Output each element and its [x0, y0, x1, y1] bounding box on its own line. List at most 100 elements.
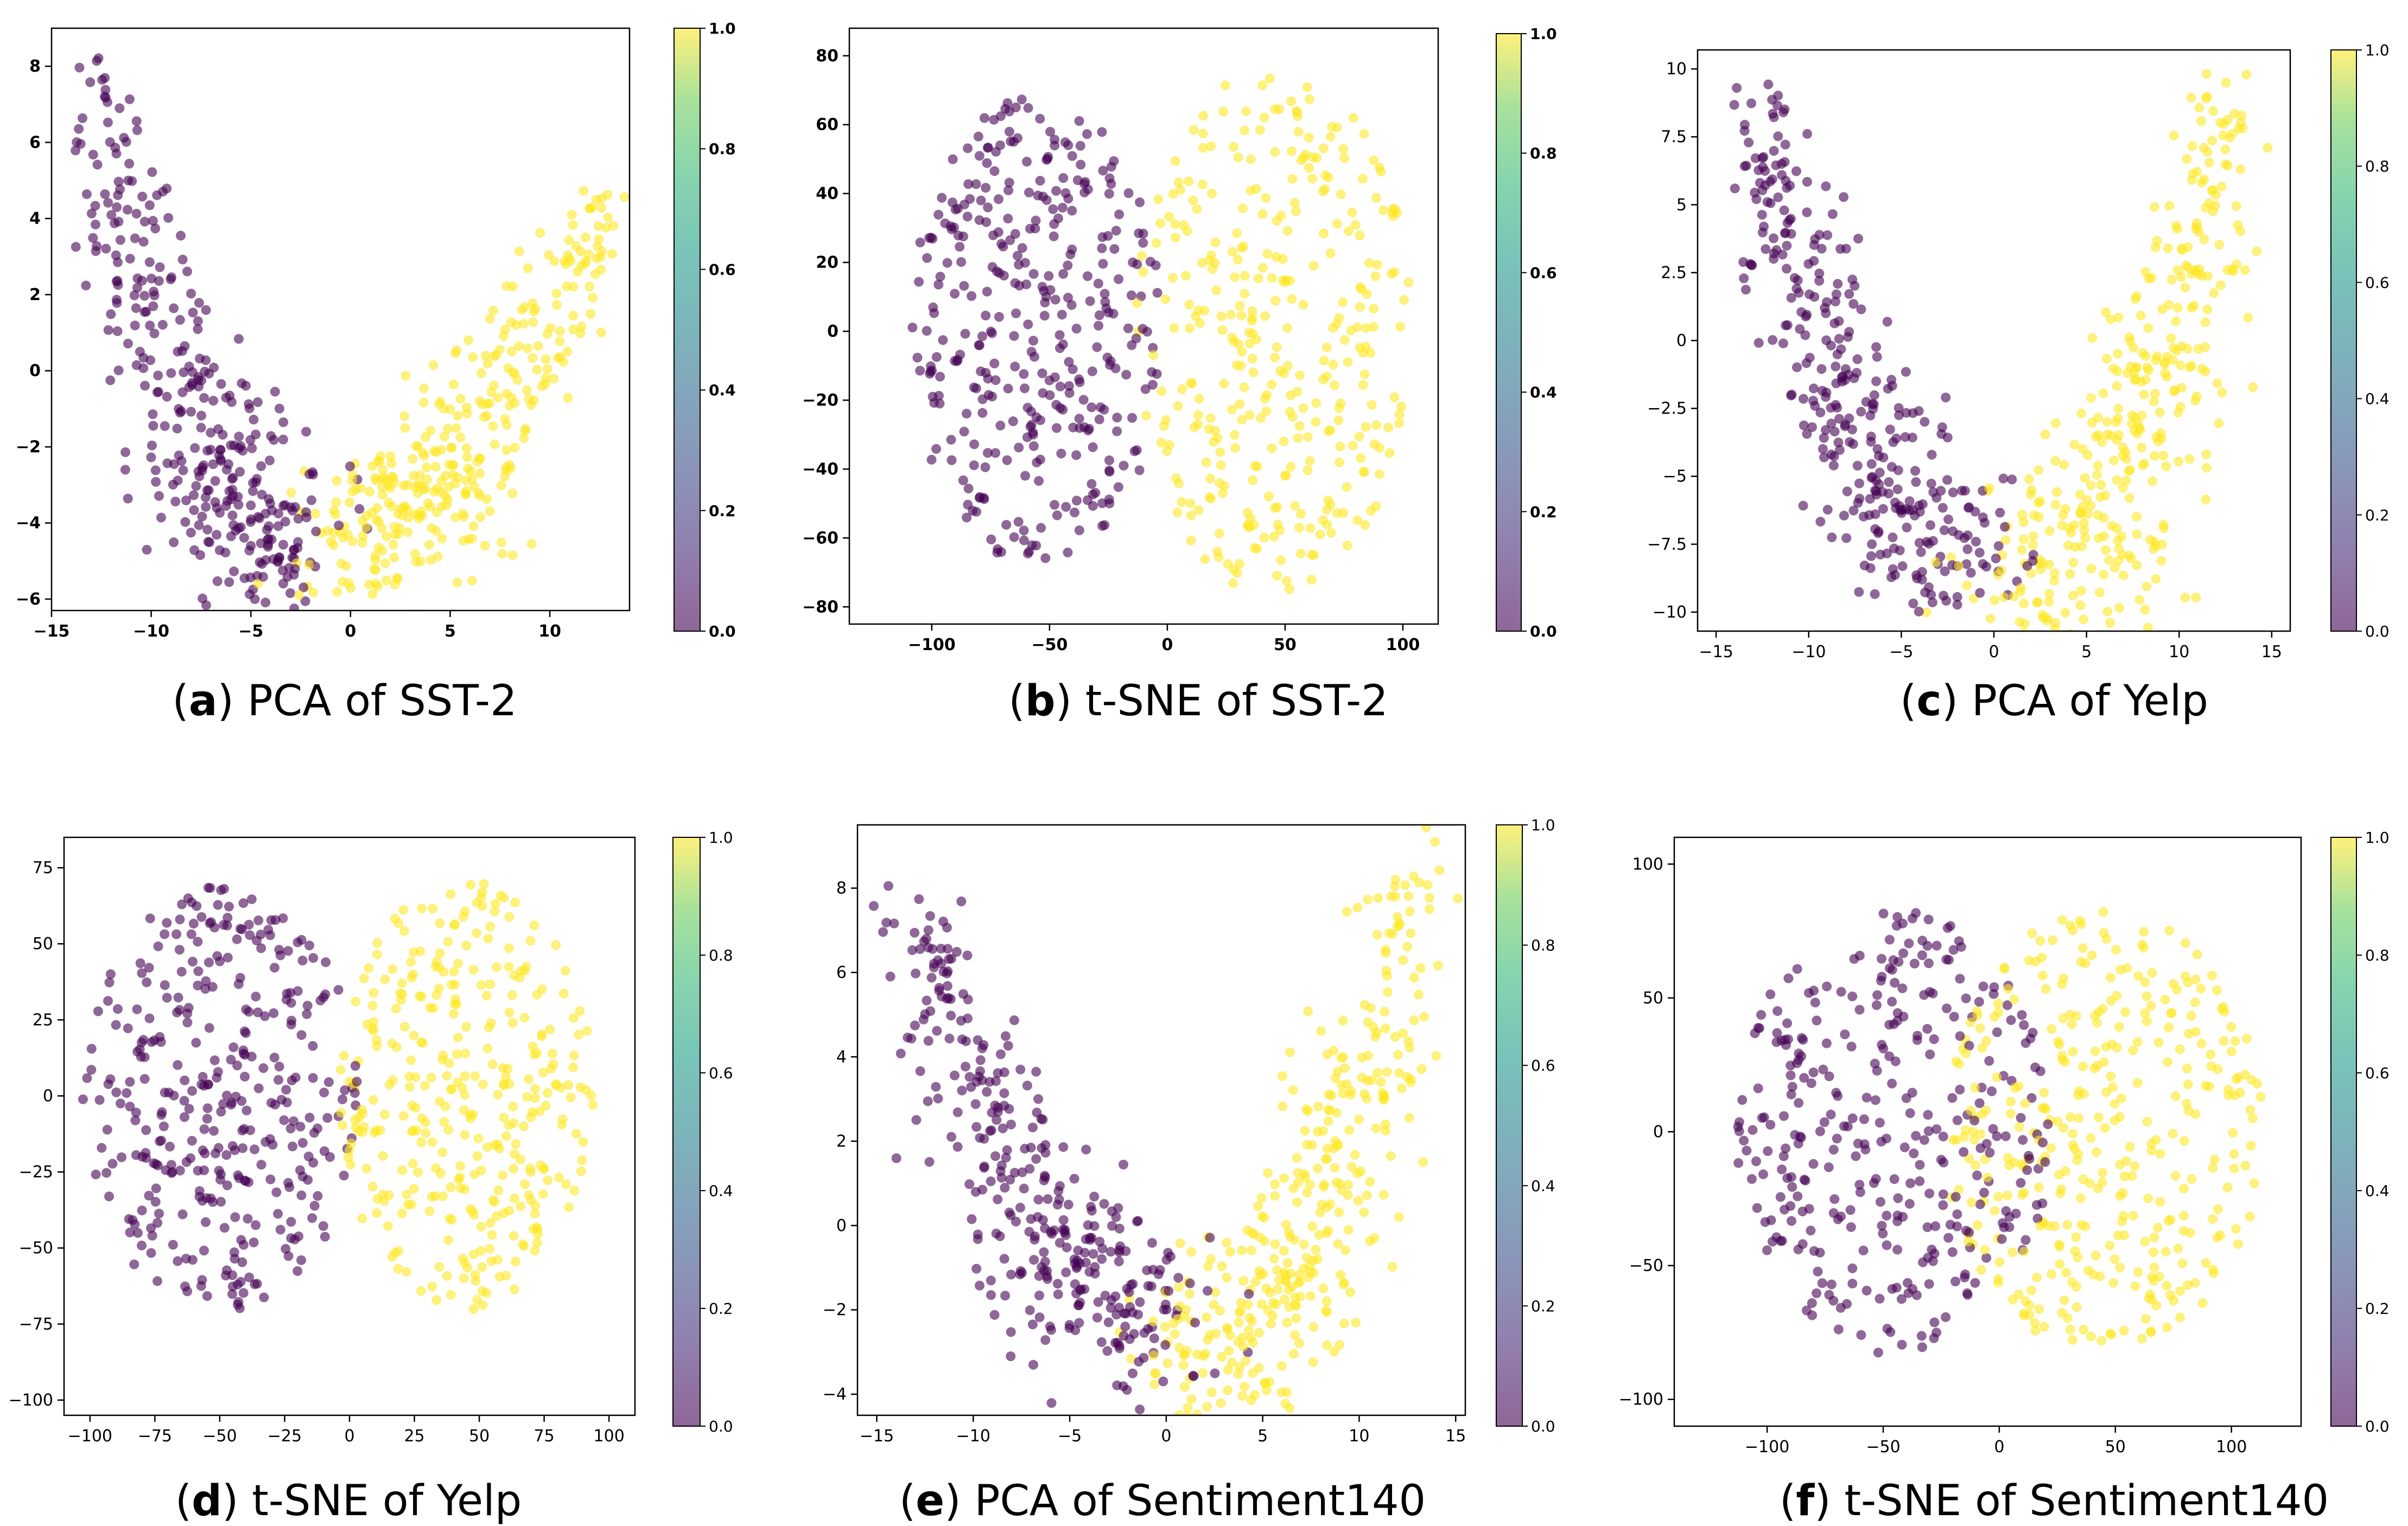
axes-frame-e	[856, 824, 1466, 1416]
point-negative	[1055, 343, 1065, 353]
point-negative	[950, 289, 960, 299]
point-positive	[1350, 1150, 1360, 1160]
point-negative	[312, 1123, 322, 1134]
panel-b: −100 −50 0 50 100−80−60−40−200204060800.00.2…	[802, 25, 1557, 726]
point-negative	[1008, 416, 1018, 427]
point-positive	[1210, 1445, 1220, 1454]
point-positive	[1301, 1252, 1312, 1263]
point-positive	[1352, 515, 1363, 525]
point-positive	[1224, 1346, 1234, 1356]
point-positive	[564, 1202, 574, 1212]
point-positive	[1250, 1276, 1261, 1287]
point-negative	[1867, 399, 1877, 409]
point-negative	[1071, 323, 1082, 334]
point-negative	[1040, 1148, 1051, 1158]
point-positive	[443, 1125, 454, 1135]
point-negative	[1992, 1027, 2002, 1038]
point-negative	[2022, 561, 2032, 571]
point-negative	[1923, 1110, 1933, 1120]
point-negative	[1839, 192, 1849, 202]
point-positive	[450, 478, 461, 488]
point-positive	[1217, 1352, 1227, 1362]
point-positive	[2142, 991, 2152, 1001]
point-positive	[1325, 425, 1336, 435]
point-negative	[184, 1104, 194, 1114]
point-positive	[514, 341, 524, 351]
point-negative	[1742, 1146, 1752, 1156]
point-positive	[1216, 460, 1226, 470]
point-positive	[1255, 1232, 1265, 1243]
y-tick-label: 8	[836, 879, 847, 898]
point-negative	[1979, 1187, 1989, 1198]
point-negative	[1045, 126, 1056, 137]
point-positive	[462, 1263, 473, 1273]
point-negative	[869, 901, 879, 911]
point-positive	[478, 1079, 488, 1090]
point-negative	[302, 1001, 313, 1011]
colorbar-tick-label: 0.8	[2365, 157, 2390, 175]
point-negative	[226, 397, 237, 407]
point-negative	[308, 953, 319, 963]
point-negative	[1762, 1245, 1772, 1255]
point-positive	[2120, 1007, 2131, 1018]
y-tick-label: −2	[16, 437, 41, 456]
point-negative	[974, 340, 984, 350]
point-negative	[1993, 541, 2004, 551]
panel-c: −15 −10 −5 0 5 10 15−10−7.5−5−2.502.557.5100.0…	[1647, 41, 2389, 726]
point-positive	[498, 1170, 508, 1180]
point-positive	[529, 920, 539, 931]
point-positive	[2108, 364, 2119, 373]
point-positive	[1367, 1075, 1377, 1085]
x-tick-label: 0	[1161, 1427, 1171, 1446]
point-positive	[2115, 1262, 2125, 1273]
point-negative	[1842, 486, 1852, 497]
point-positive	[2177, 245, 2187, 256]
point-positive	[1246, 186, 1256, 196]
point-positive	[2072, 1282, 2082, 1292]
point-negative	[1744, 137, 1754, 148]
point-negative	[219, 920, 229, 930]
point-positive	[409, 1031, 419, 1041]
point-positive	[537, 1029, 547, 1040]
point-positive	[1405, 906, 1415, 917]
point-negative	[147, 167, 157, 177]
point-positive	[1184, 176, 1194, 187]
point-negative	[201, 1217, 211, 1227]
point-positive	[503, 363, 513, 373]
point-positive	[2061, 1166, 2070, 1176]
point-positive	[2182, 1064, 2192, 1074]
point-positive	[2099, 1057, 2109, 1067]
point-negative	[187, 1136, 197, 1146]
point-positive	[1333, 1140, 1343, 1150]
point-positive	[2229, 1149, 2239, 1159]
point-negative	[213, 1143, 224, 1153]
point-negative	[980, 113, 989, 123]
point-positive	[1284, 1302, 1294, 1312]
point-positive	[1372, 259, 1382, 270]
point-positive	[2128, 1211, 2138, 1221]
point-negative	[92, 160, 103, 170]
point-positive	[421, 462, 431, 473]
point-positive	[2229, 1163, 2239, 1174]
point-positive	[2062, 1220, 2073, 1230]
point-positive	[425, 425, 436, 436]
point-negative	[1802, 177, 1812, 187]
point-positive	[1272, 215, 1282, 226]
point-positive	[1339, 1318, 1349, 1328]
point-positive	[562, 281, 572, 291]
point-positive	[1279, 1294, 1289, 1305]
point-positive	[2138, 460, 2148, 470]
point-negative	[160, 980, 170, 990]
point-negative	[1815, 1248, 1825, 1258]
point-negative	[115, 184, 125, 194]
point-negative	[182, 266, 192, 277]
point-negative	[1139, 1328, 1149, 1338]
point-negative	[153, 1276, 162, 1286]
point-negative	[1778, 1151, 1789, 1161]
point-negative	[1769, 146, 1779, 156]
point-negative	[1884, 934, 1895, 945]
point-negative	[258, 571, 268, 582]
point-positive	[2124, 493, 2134, 503]
colorbar-tick-label: 0.6	[1531, 1057, 1555, 1074]
point-positive	[524, 1190, 534, 1200]
